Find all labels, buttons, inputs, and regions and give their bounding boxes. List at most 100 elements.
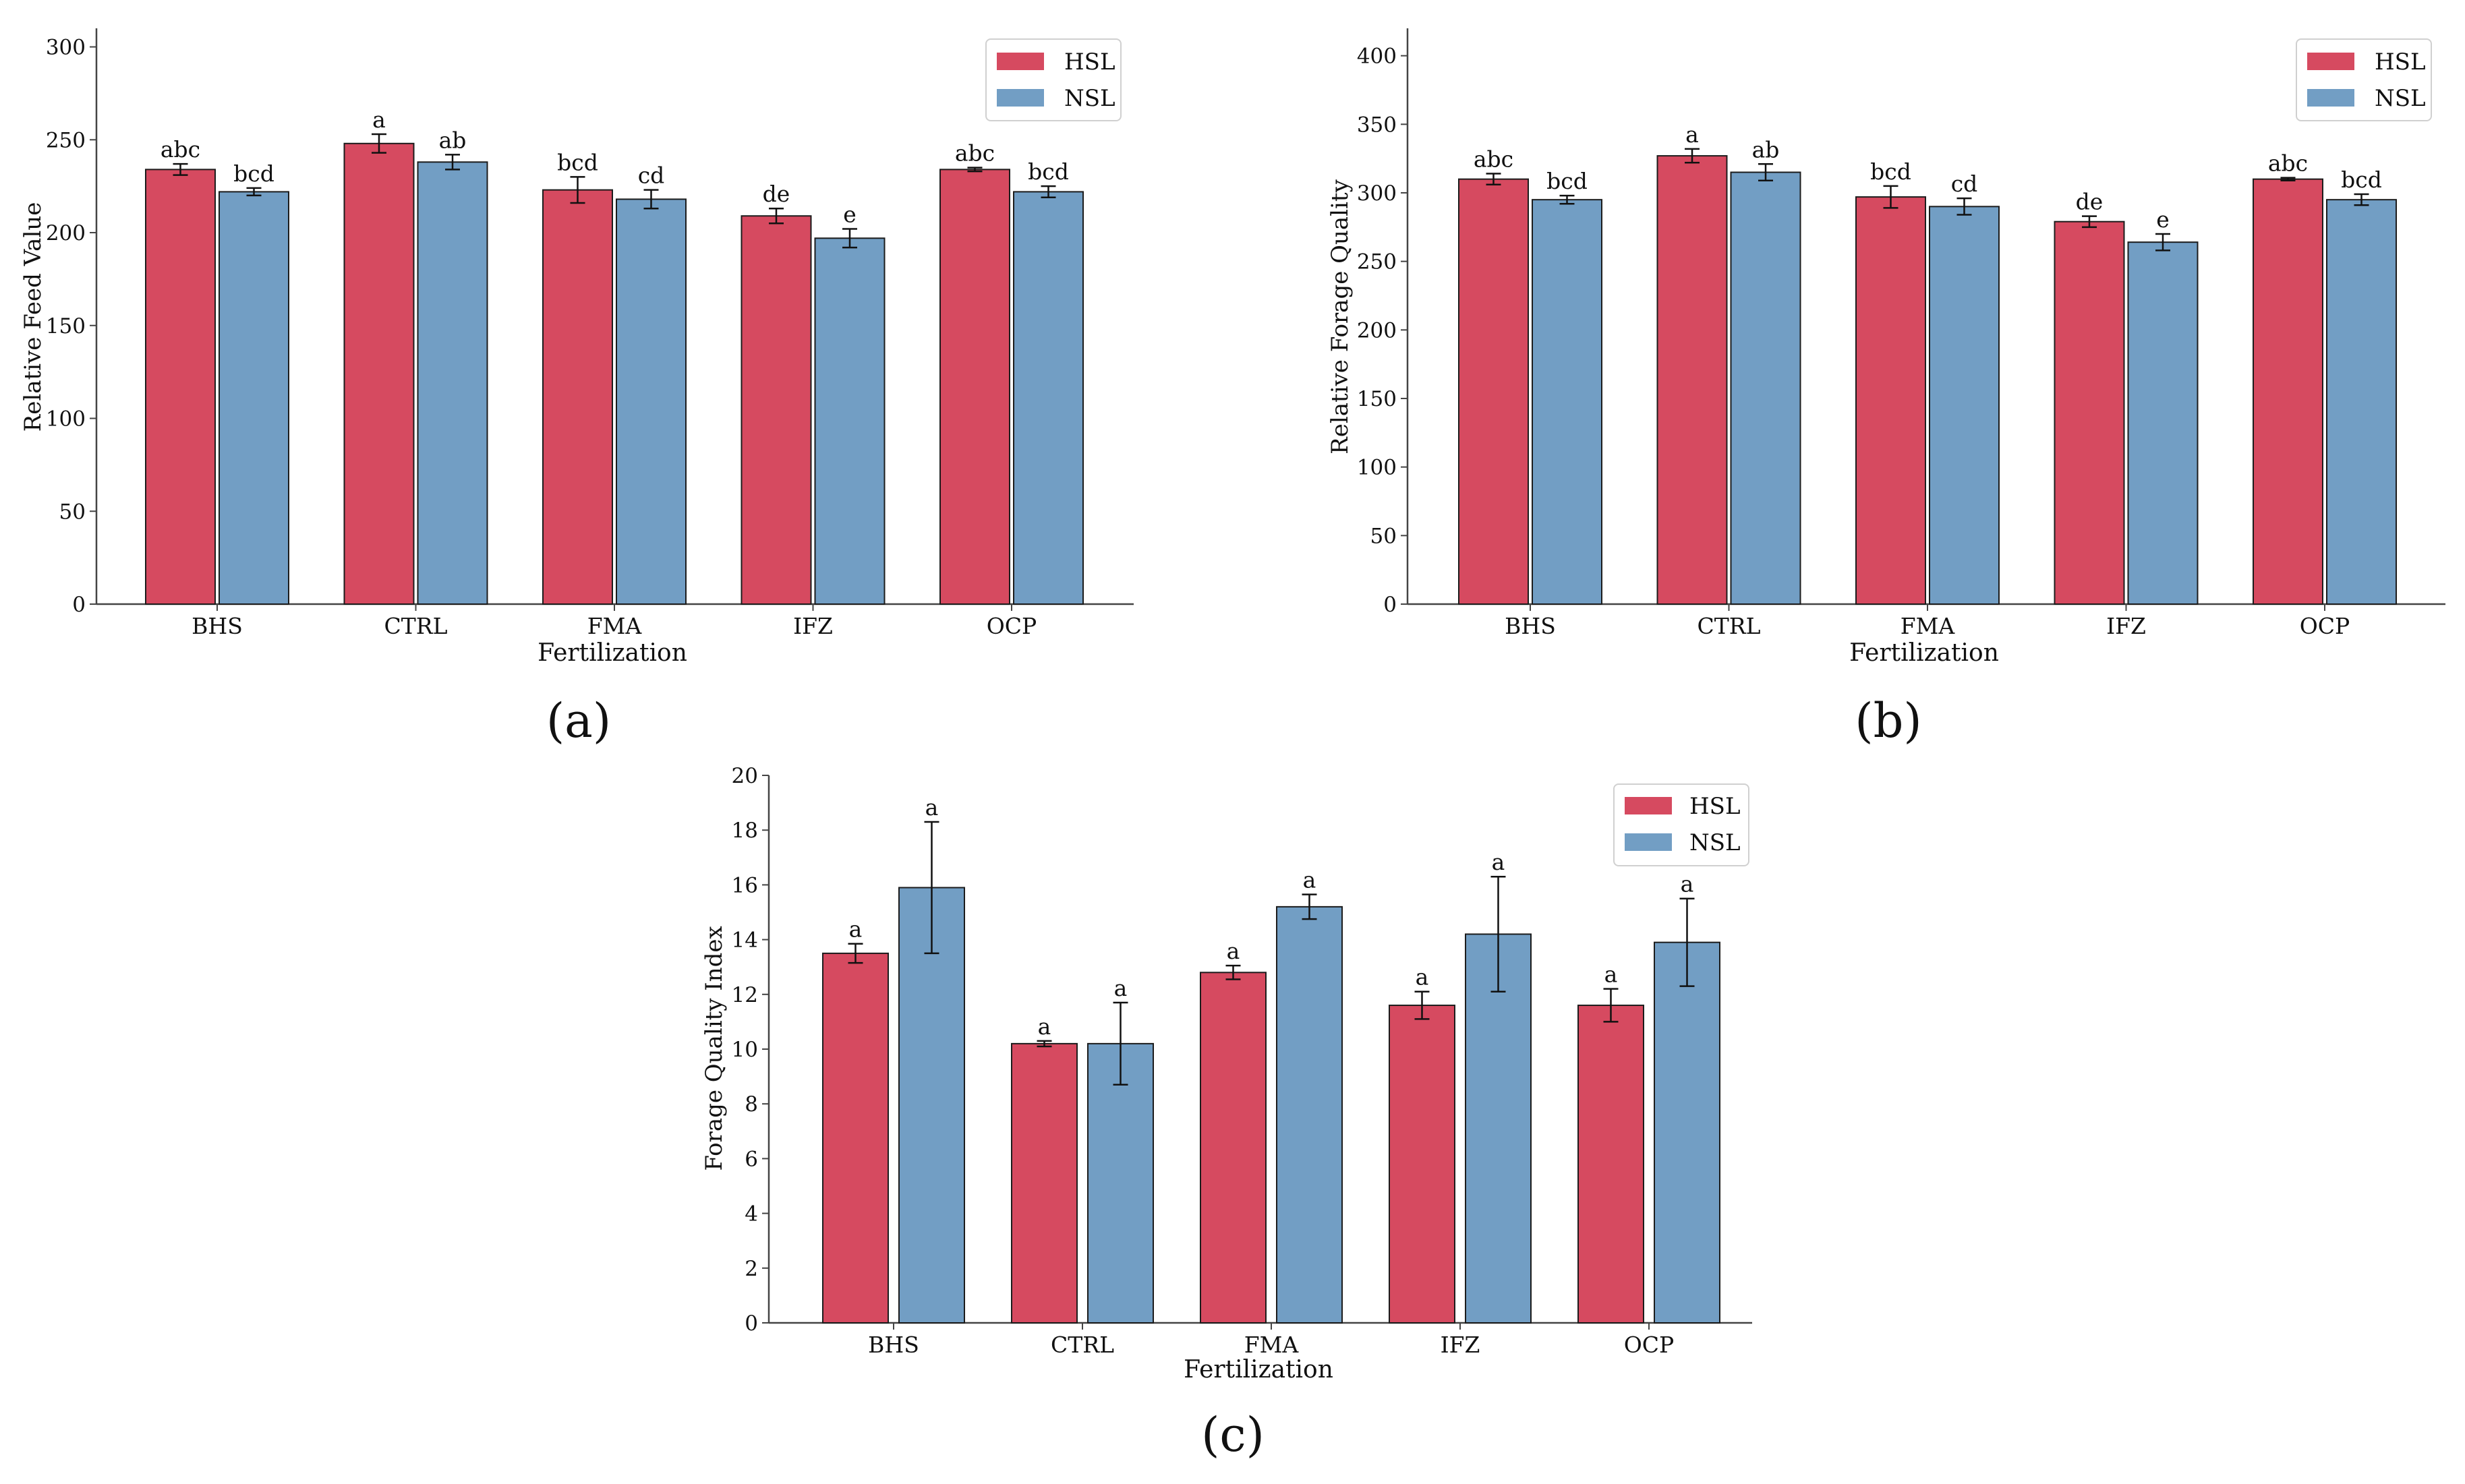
panel-a-sig-label: de <box>763 181 790 207</box>
panel-a-ytick-label: 200 <box>46 221 86 245</box>
panel-a-bar-hsl-bhs <box>145 169 216 605</box>
panel-c-bar-hsl-bhs <box>822 952 889 1324</box>
panel-c-bar-nsl-ifz <box>1465 933 1532 1324</box>
panel-b-plot: 0 50 100 150 200 250 300 350 400 BHS abc bcd CTRL a ab… <box>1357 28 2445 639</box>
panel-a-sig-label: cd <box>638 162 665 189</box>
panel-b-ytick-label: 200 <box>1357 318 1397 343</box>
panel-b-ytick-label: 150 <box>1357 387 1397 411</box>
panel-c: Forage Quality Index Fertilization (c) H… <box>701 783 1749 1462</box>
panel-c-ytick-label: 2 <box>745 1257 758 1281</box>
panel-b-label: (b) <box>1855 693 1921 748</box>
panel-a-legend-swatch-nsl <box>997 89 1044 107</box>
panel-b-xtick-label: BHS <box>1505 613 1556 639</box>
panel-c-bar-nsl-fma <box>1276 906 1343 1324</box>
panel-c-bar-hsl-ocp <box>1577 1005 1644 1324</box>
panel-a-sig-label: abc <box>955 140 995 167</box>
panel-b-sig-label: bcd <box>1546 168 1588 194</box>
panel-c-ytick-label: 12 <box>732 983 758 1007</box>
panel-c-xtick-label: CTRL <box>1051 1332 1114 1358</box>
panel-a-legend-label-hsl: HSL <box>1064 49 1115 76</box>
panel-b-sig-label: de <box>2076 189 2104 215</box>
panel-b-bar-hsl-ifz <box>2054 220 2125 605</box>
panel-c-ytick-label: 4 <box>745 1202 758 1226</box>
panel-b-legend-label-nsl: NSL <box>2375 85 2426 112</box>
panel-a-sig-label: a <box>372 107 386 133</box>
panel-b-legend: HSL NSL <box>2296 38 2432 121</box>
panel-b-bar-hsl-ctrl <box>1656 155 1728 605</box>
panel-a-bar-nsl-ctrl <box>417 161 488 605</box>
panel-c-sig-label: a <box>1114 975 1128 1001</box>
panel-c-bar-nsl-bhs <box>898 887 965 1324</box>
panel-c-sig-label: a <box>1303 867 1316 893</box>
panel-a-bar-nsl-ocp <box>1013 191 1084 605</box>
panel-b-ytick-label: 0 <box>1383 593 1397 617</box>
panel-c-ytick-label: 14 <box>732 928 758 953</box>
panel-b-legend-swatch-nsl <box>2307 89 2354 107</box>
panel-c-xtick-label: FMA <box>1244 1332 1300 1358</box>
panel-c-plot: 0 2 4 6 8 10 12 14 16 18 20 BHS a a CTRL a a FMA a a IFZ a a OC… <box>732 764 1752 1358</box>
panel-a-ytick-label: 50 <box>59 500 86 524</box>
panel-b-bar-nsl-ocp <box>2326 199 2397 605</box>
panel-a-legend: HSL NSL <box>985 38 1122 121</box>
panel-a-bar-hsl-ocp <box>939 169 1010 605</box>
panel-c-bar-hsl-ifz <box>1389 1005 1455 1324</box>
panel-a-xtick-label: FMA <box>587 613 643 639</box>
panel-c-ytick-label: 20 <box>732 764 758 788</box>
panel-b-sig-label: abc <box>1474 146 1513 173</box>
panel-a-bar-nsl-fma <box>616 198 687 605</box>
panel-b-ytick-label: 400 <box>1357 44 1397 69</box>
panel-b-xtick-label: FMA <box>1901 613 1956 639</box>
panel-c-bar-hsl-fma <box>1200 972 1267 1324</box>
panel-c-sig-label: a <box>1492 849 1505 875</box>
panel-c-xtick-label: IFZ <box>1441 1332 1480 1358</box>
panel-a-ytick-label: 100 <box>46 407 86 432</box>
panel-b-xlabel: Fertilization <box>1849 639 1999 667</box>
panel-a-ytick-label: 250 <box>46 128 86 152</box>
panel-a-bar-nsl-ifz <box>814 237 886 605</box>
panel-a-bar-nsl-bhs <box>219 191 289 605</box>
panel-a-sig-label: abc <box>161 136 200 162</box>
panel-b-bar-hsl-bhs <box>1458 178 1529 605</box>
panel-a-ylabel: Relative Feed Value <box>20 202 47 432</box>
panel-c-legend-label-hsl: HSL <box>1689 793 1741 820</box>
panel-b-xtick-label: IFZ <box>2106 613 2146 639</box>
panel-a-sig-label: bcd <box>233 160 274 187</box>
panel-c-bar-hsl-ctrl <box>1011 1042 1078 1324</box>
panel-a-legend-swatch-hsl <box>997 53 1044 70</box>
panel-a: Relative Feed Value Fertilization (a) HS… <box>20 38 1122 748</box>
panel-a-ytick-label: 0 <box>72 593 86 617</box>
panel-c-legend-label-nsl: NSL <box>1689 829 1741 856</box>
panel-b-sig-label: e <box>2156 206 2170 233</box>
panel-a-label: (a) <box>546 693 611 748</box>
panel-b-bar-nsl-ifz <box>2127 241 2199 605</box>
panel-b-xtick-label: OCP <box>2300 613 2350 639</box>
panel-c-sig-label: a <box>1681 871 1694 897</box>
panel-c-ytick-label: 0 <box>745 1311 758 1336</box>
panel-b-ytick-label: 50 <box>1370 524 1397 548</box>
panel-b-bar-nsl-ctrl <box>1730 171 1801 605</box>
panel-c-ytick-label: 6 <box>745 1147 758 1171</box>
panel-b-ytick-label: 100 <box>1357 456 1397 480</box>
panel-c-sig-label: a <box>849 916 863 943</box>
panel-a-sig-label: bcd <box>557 149 598 175</box>
panel-c-sig-label: a <box>1604 961 1618 988</box>
panel-b-sig-label: cd <box>1951 171 1978 197</box>
panel-c-sig-label: a <box>1038 1013 1051 1040</box>
panel-a-ytick-label: 150 <box>46 314 86 338</box>
panel-b-sig-label: bcd <box>2341 167 2382 193</box>
panel-c-ytick-label: 10 <box>732 1038 758 1062</box>
panel-a-xtick-label: BHS <box>192 613 243 639</box>
panel-a-bar-hsl-ctrl <box>343 142 415 605</box>
panel-a-xlabel: Fertilization <box>538 639 687 667</box>
panel-b-sig-label: a <box>1685 121 1699 148</box>
panel-c-sig-label: a <box>1416 964 1429 990</box>
panel-b-legend-label-hsl: HSL <box>2375 49 2426 76</box>
panel-a-xtick-label: IFZ <box>793 613 833 639</box>
panel-b: Relative Forage Quality Fertilization (b… <box>1327 38 2432 748</box>
panel-b-bar-nsl-bhs <box>1532 199 1602 605</box>
panel-c-ytick-label: 18 <box>732 819 758 843</box>
panel-a-sig-label: e <box>843 202 857 228</box>
panel-c-legend-swatch-nsl <box>1625 833 1672 851</box>
panel-a-sig-label: bcd <box>1028 158 1069 185</box>
